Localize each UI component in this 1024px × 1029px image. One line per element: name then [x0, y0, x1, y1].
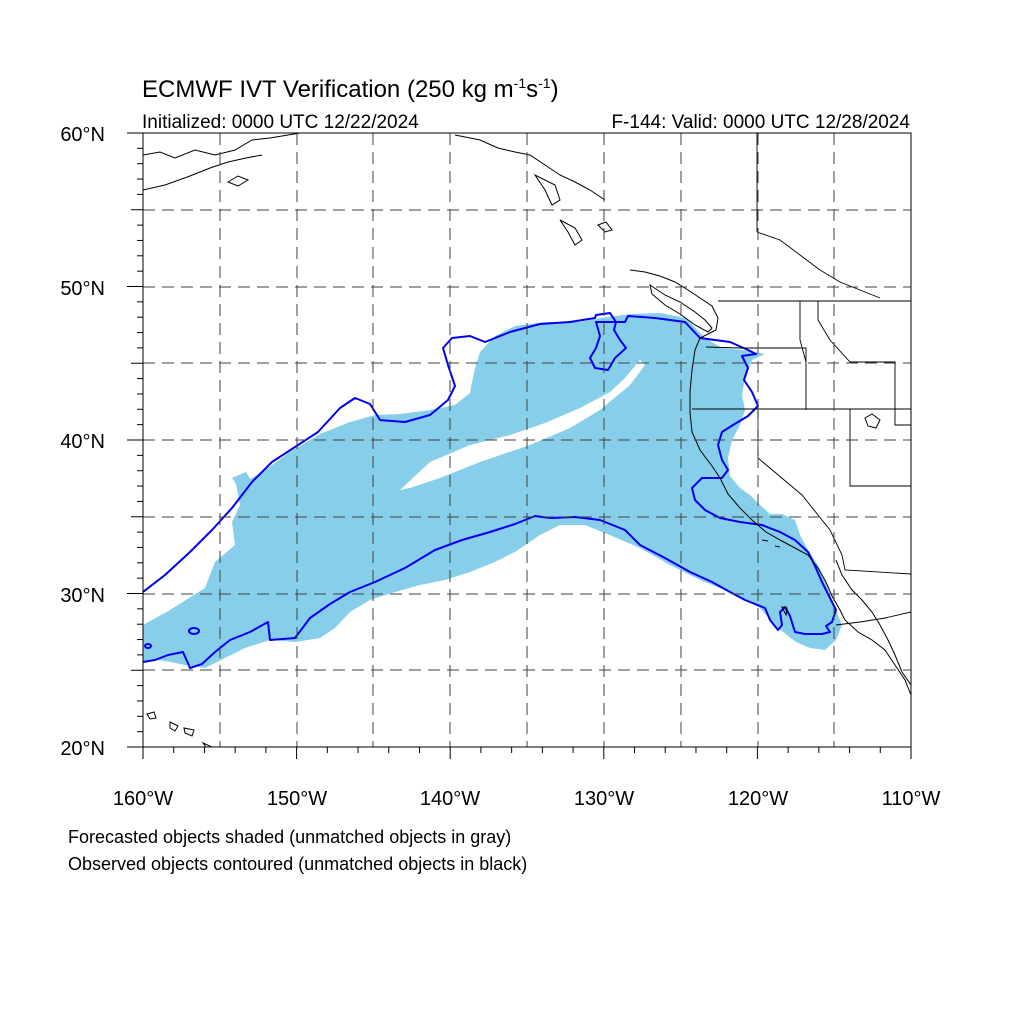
- valid-label: F-144: Valid: 0000 UTC 12/28/2024: [611, 112, 910, 133]
- map-title: ECMWF IVT Verification (250 kg m-1s-1): [142, 75, 559, 103]
- lat-label-60n: 60°N: [60, 124, 105, 146]
- us-west-coastline: [689, 329, 911, 696]
- lon-label-120w: 120°W: [728, 788, 788, 810]
- hawaii-coastline: [146, 711, 213, 747]
- alaska-coastline: [143, 133, 301, 191]
- forecast-ivt-fragment: [232, 472, 252, 490]
- lon-label-160w: 160°W: [113, 788, 173, 810]
- forecast-ivt-object: [143, 313, 842, 668]
- lat-label-30n: 30°N: [60, 585, 105, 607]
- montana-border: [817, 301, 911, 426]
- channel-islands: [761, 539, 788, 617]
- lon-label-140w: 140°W: [420, 788, 480, 810]
- lon-label-150w: 150°W: [267, 788, 327, 810]
- us-mexico-border: [835, 611, 911, 626]
- observed-ivt-fragment: [188, 627, 200, 635]
- axis-ticks: [127, 132, 912, 759]
- initialized-label: Initialized: 0000 UTC 12/22/2024: [142, 112, 419, 133]
- british-columbia-coastline: [629, 269, 719, 333]
- arizona-border: [841, 554, 911, 575]
- lat-label-20n: 20°N: [60, 738, 105, 760]
- oregon-washington-border: [705, 346, 807, 362]
- idaho-border: [799, 301, 807, 410]
- observed-note: Observed objects contoured (unmatched ob…: [68, 854, 527, 874]
- great-salt-lake: [864, 413, 881, 429]
- observed-ivt-contour: [143, 312, 837, 669]
- forecast-note: Forecasted objects shaded (unmatched obj…: [68, 827, 511, 847]
- baja-gulf-coastline: [835, 559, 911, 686]
- alaska-canada-border: [756, 133, 881, 299]
- southeast-alaska-coastline: [454, 134, 613, 246]
- forecast-object-hole: [400, 360, 645, 490]
- observed-ivt-fragment-west: [144, 643, 152, 649]
- lat-label-40n: 40°N: [60, 431, 105, 453]
- lon-label-110w: 110°W: [882, 788, 941, 810]
- nevada-utah-border: [849, 409, 911, 487]
- plot-area: [143, 133, 911, 747]
- lon-label-130w: 130°W: [574, 788, 634, 810]
- lat-label-50n: 50°N: [60, 278, 105, 300]
- graticule: [143, 133, 911, 747]
